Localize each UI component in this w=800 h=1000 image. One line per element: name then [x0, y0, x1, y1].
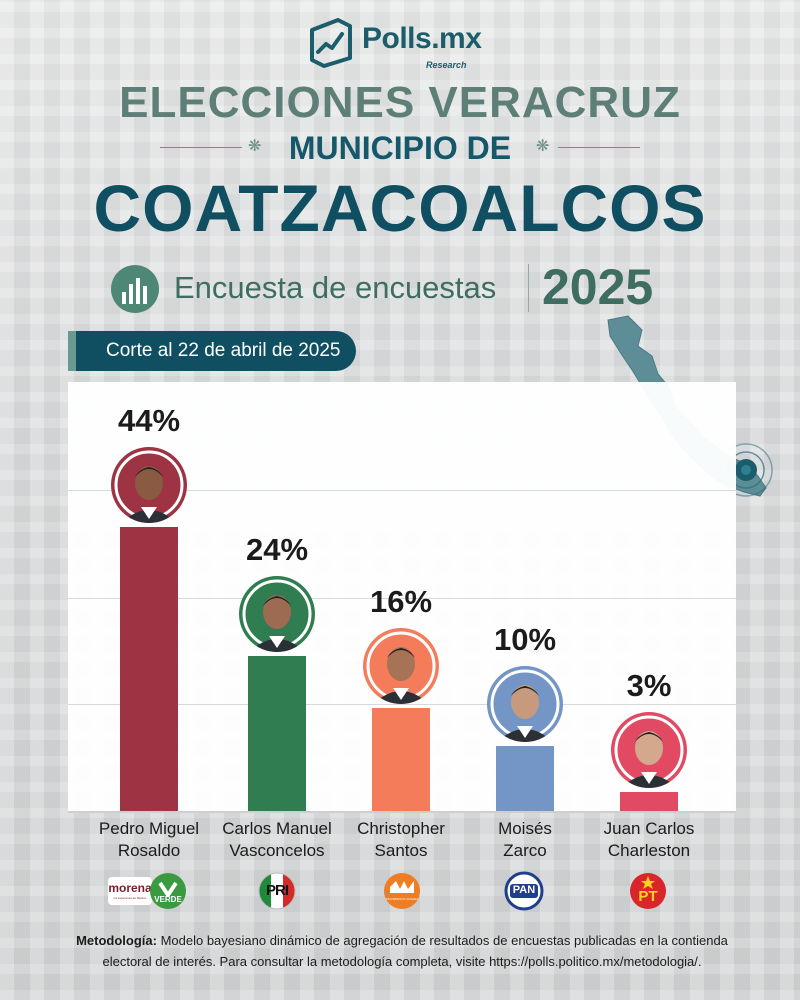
- x-axis: [68, 811, 736, 813]
- candidate-name-line1: Moisés: [498, 819, 552, 838]
- gridline: [68, 490, 736, 491]
- candidate-name: Pedro Miguel Rosaldo: [79, 818, 219, 862]
- candidate-avatar: [611, 712, 687, 788]
- bar-value-label: 44%: [117, 403, 181, 438]
- ornament-right-icon: ❋: [536, 136, 550, 155]
- mc-logo: MOVIMIENTO CIUDADANO: [382, 871, 422, 911]
- candidate-name-line1: Pedro Miguel: [98, 819, 200, 838]
- divider-left: [160, 147, 242, 148]
- polls-logo-icon: [310, 18, 352, 68]
- bar: [372, 708, 430, 811]
- candidate-name: Carlos Manuel Vasconcelos: [207, 818, 347, 862]
- pri-logo: PRI: [257, 871, 297, 911]
- pan-name: PAN: [512, 884, 536, 896]
- methodology-text: Modelo bayesiano dinámico de agregación …: [102, 933, 728, 969]
- gridline: [68, 704, 736, 705]
- candidate-name-line1: Christopher: [357, 819, 445, 838]
- candidate-avatar: [363, 628, 439, 704]
- title-municipio-row: ❋ MUNICIPIO DE ❋: [160, 130, 640, 166]
- pt-logo: PT: [628, 871, 668, 911]
- bar-value-label: 24%: [245, 532, 309, 567]
- bar: [620, 792, 678, 811]
- pan-logo: PAN: [504, 871, 544, 911]
- candidate-name: Christopher Santos: [331, 818, 471, 862]
- title-coatzacoalcos: COATZACOALCOS: [93, 171, 707, 245]
- candidate-name-line2: Zarco: [503, 841, 547, 860]
- subtitle-row: Encuesta de encuestas 2025: [110, 258, 700, 322]
- verde-logo: VERDE: [148, 871, 188, 911]
- cutoff-text: Corte al 22 de abril de 2025: [106, 340, 341, 361]
- bar-value-label: 10%: [493, 622, 557, 657]
- morena-tagline: La esperanza de México: [113, 896, 147, 900]
- mc-name: MOVIMIENTO CIUDADANO: [386, 897, 418, 901]
- chart-icon: [111, 265, 159, 313]
- pri-name: PRI: [265, 882, 289, 899]
- ornament-left-icon: ❋: [248, 136, 262, 155]
- brand-name: Polls.mx: [362, 22, 482, 55]
- subtitle-separator: [528, 264, 529, 312]
- bar: [248, 656, 306, 811]
- cutoff-banner: Corte al 22 de abril de 2025: [68, 331, 356, 371]
- subtitle-encuesta: Encuesta de encuestas: [174, 270, 497, 305]
- gridline: [68, 598, 736, 599]
- bar-value-label: 3%: [626, 668, 672, 703]
- title-municipio: MUNICIPIO DE: [288, 130, 512, 166]
- subtitle-year: 2025: [542, 259, 654, 315]
- bar-value-label: 16%: [369, 584, 433, 619]
- candidate-name-line2: Rosaldo: [117, 841, 181, 860]
- verde-name: VERDE: [154, 895, 182, 904]
- candidate-name: Moisés Zarco: [455, 818, 595, 862]
- morena-name: morena: [108, 881, 152, 895]
- bar: [496, 746, 554, 811]
- pt-name: PT: [638, 888, 658, 905]
- cutoff-stripe: [68, 331, 76, 371]
- morena-logo: morena La esperanza de México: [108, 871, 152, 911]
- candidate-name-line1: Juan Carlos: [603, 819, 695, 838]
- brand-logo: Polls.mx Research: [308, 14, 498, 74]
- candidate-name-line2: Santos: [374, 841, 428, 860]
- bar: [120, 527, 178, 811]
- candidate-avatar: [111, 447, 187, 523]
- candidate-name-line1: Carlos Manuel: [222, 819, 332, 838]
- candidate-avatar: [239, 576, 315, 652]
- candidate-avatar: [487, 666, 563, 742]
- title-elecciones: ELECCIONES VERACRUZ: [119, 78, 681, 127]
- candidate-name-line2: Vasconcelos: [229, 841, 325, 860]
- candidate-name: Juan Carlos Charleston: [579, 818, 719, 862]
- candidate-name-line2: Charleston: [607, 841, 691, 860]
- divider-right: [558, 147, 640, 148]
- methodology-label: Metodología:: [76, 933, 157, 948]
- methodology-note: Metodología: Modelo bayesiano dinámico d…: [70, 930, 734, 972]
- brand-sub: Research: [426, 60, 467, 70]
